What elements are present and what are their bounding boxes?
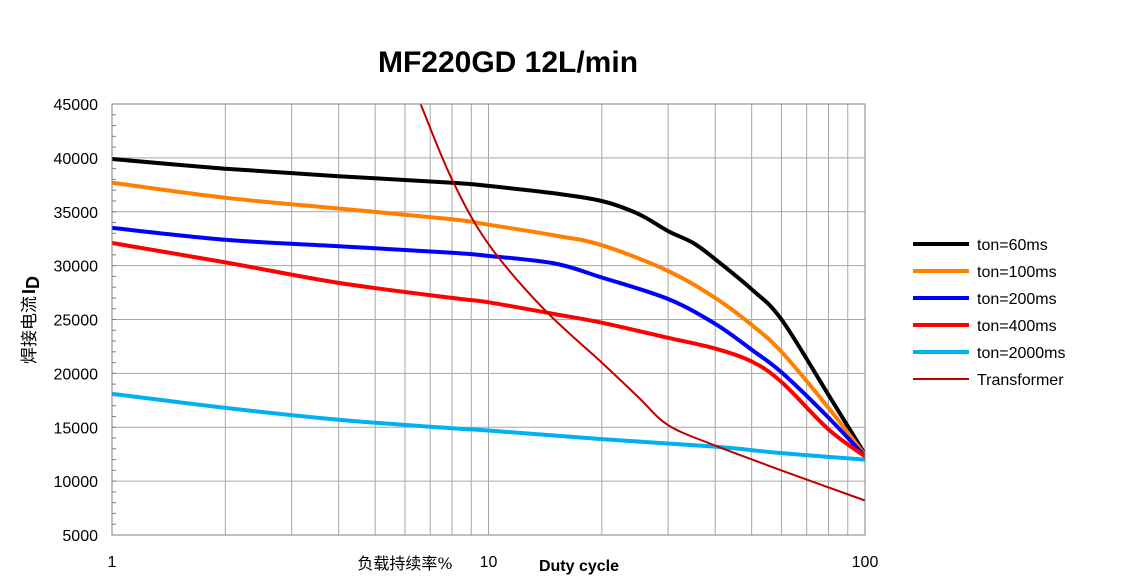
- legend-label: ton=60ms: [977, 237, 1048, 254]
- chart-legend: ton=60ms ton=100ms ton=200ms ton=400ms ton=2…: [913, 237, 1066, 389]
- y-axis-label-symbol: I: [19, 289, 39, 294]
- series-line-ton-60ms: [112, 157, 865, 457]
- y-tick-label: 10000: [54, 474, 99, 491]
- legend-label: ton=400ms: [977, 318, 1057, 335]
- x-tick-label: 100: [852, 554, 879, 571]
- series-line-ton-400ms: [112, 241, 865, 459]
- series-line-ton-100ms: [112, 180, 865, 458]
- y-tick-label: 25000: [54, 313, 99, 330]
- plot-frame: [111, 103, 866, 536]
- y-axis-ticks: 45000 40000 35000 30000 25000 20000 15000 10000…: [54, 97, 99, 545]
- x-axis-label-cn: 负载持续率%: [357, 554, 452, 573]
- x-tick-label: 1: [108, 554, 117, 571]
- chart-title: MF220GD 12L/min: [378, 46, 638, 79]
- series-line-ton-200ms: [112, 225, 865, 459]
- x-axis-ticks: 1 10 100: [108, 554, 879, 571]
- y-tick-label: 45000: [54, 97, 99, 114]
- y-axis-label-subscript: D: [23, 276, 43, 289]
- legend-label: ton=100ms: [977, 264, 1057, 281]
- legend-label: Transformer: [977, 372, 1064, 389]
- x-axis-label-en: Duty cycle: [539, 558, 619, 575]
- legend-label: ton=2000ms: [977, 345, 1066, 362]
- y-tick-label: 5000: [62, 528, 98, 545]
- y-tick-label: 20000: [54, 366, 99, 383]
- y-axis-label-text: 焊接电流: [20, 296, 40, 364]
- y-tick-label: 15000: [54, 420, 99, 437]
- chart-grid: [112, 103, 865, 536]
- y-tick-label: 35000: [54, 205, 99, 222]
- y-axis-label-group: 焊接电流 ID: [19, 276, 43, 364]
- y-tick-label: 30000: [54, 259, 99, 276]
- legend-label: ton=200ms: [977, 291, 1057, 308]
- x-tick-label: 10: [480, 554, 498, 571]
- series-line-ton-2000ms: [112, 391, 865, 462]
- series-line-transformer: [419, 104, 865, 502]
- y-tick-label: 40000: [54, 151, 99, 168]
- chart-series-group: [112, 104, 865, 502]
- y-axis-label: 焊接电流 ID: [19, 276, 43, 364]
